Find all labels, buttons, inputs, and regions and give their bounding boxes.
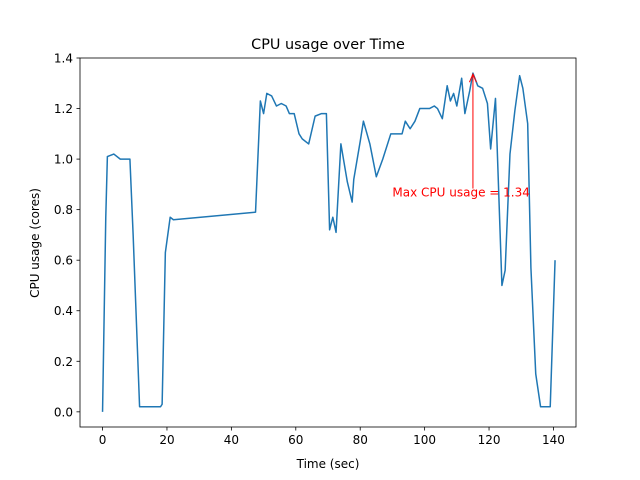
y-tick-label: 0.2 xyxy=(54,355,73,369)
x-tick-label: 0 xyxy=(99,433,107,447)
y-tick-label: 0.4 xyxy=(54,304,73,318)
y-tick-label: 0.0 xyxy=(54,405,73,419)
series-line-0 xyxy=(101,72,556,412)
axes-frame xyxy=(79,57,577,428)
x-tick-label: 120 xyxy=(478,433,501,447)
y-tick-label: 1.0 xyxy=(54,153,73,167)
x-tick-label: 140 xyxy=(542,433,565,447)
y-tick-label: 1.2 xyxy=(54,102,73,116)
annotation-label: Max CPU usage = 1.34 xyxy=(392,186,529,200)
x-axis-label: Time (sec) xyxy=(296,457,360,471)
x-tick-label: 40 xyxy=(224,433,239,447)
y-tick-label: 0.8 xyxy=(54,203,73,217)
annotation-arrow-head xyxy=(468,72,477,83)
y-tick-label: 1.4 xyxy=(54,52,73,66)
x-tick-label: 20 xyxy=(159,433,174,447)
x-tick-label: 100 xyxy=(413,433,436,447)
y-tick-label: 0.6 xyxy=(54,254,73,268)
x-tick-label: 80 xyxy=(353,433,368,447)
y-axis-label: CPU usage (cores) xyxy=(28,188,42,298)
x-tick-label: 60 xyxy=(288,433,303,447)
chart-title: CPU usage over Time xyxy=(251,37,405,53)
